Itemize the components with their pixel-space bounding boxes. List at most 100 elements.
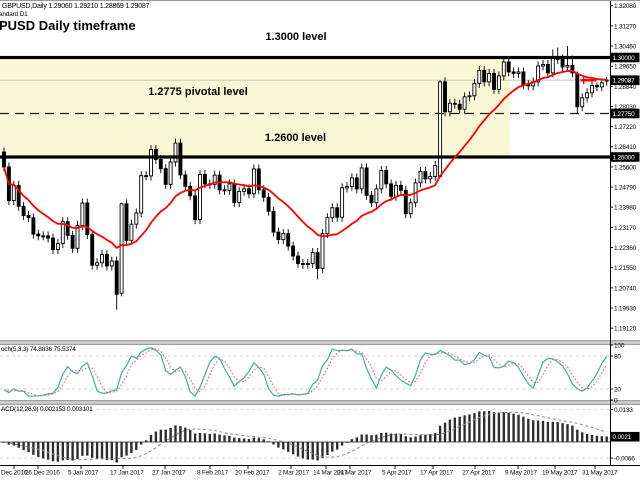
candle-body [129, 223, 134, 241]
macd-bar [71, 442, 74, 461]
candle-body [188, 185, 193, 197]
svg-text:1.27750: 1.27750 [613, 111, 636, 118]
candle-body [570, 65, 575, 74]
axis-tick-label: 1.25600 [614, 164, 637, 171]
candle-body [109, 260, 114, 267]
candle-body [178, 142, 183, 176]
date-tick-label: Dec 2016 [1, 470, 28, 477]
level-line-1-2600[interactable] [0, 155, 610, 159]
macd-bar [296, 442, 300, 457]
date-tick-label: 20 Feb 2017 [235, 470, 270, 477]
candle-body [472, 82, 477, 97]
macd-bar [404, 436, 407, 442]
macd-bar [536, 420, 540, 442]
candle-body [330, 207, 335, 219]
candle-body [462, 96, 467, 110]
macd-bar [556, 422, 559, 442]
macd-bar [355, 437, 358, 442]
candle-body [340, 187, 345, 218]
candle-body [565, 65, 570, 68]
macd-bar [414, 436, 417, 442]
date-tick-label: 27 Apr 2017 [462, 470, 495, 477]
macd-bar [595, 435, 599, 442]
macd-bar [154, 431, 158, 442]
axis-tick-label: 1.29650 [614, 64, 637, 71]
candle-body [119, 203, 124, 294]
stoch-d-signal-line [3, 348, 608, 397]
candle-body [550, 56, 555, 74]
candle-body [541, 64, 545, 67]
candle-body [604, 79, 609, 82]
panel-separator[interactable] [0, 340, 640, 345]
candle-body [55, 243, 60, 250]
macd-bar [316, 442, 319, 461]
axis-tick-label: 0 [614, 397, 618, 404]
macd-bar [561, 423, 564, 442]
macd-bar [502, 411, 505, 442]
macd-bar [380, 432, 383, 442]
macd-bar [272, 442, 275, 445]
candle-body [345, 185, 349, 189]
current-price-marker[interactable] [580, 78, 597, 82]
candle-body [506, 61, 511, 73]
macd-bar [497, 412, 501, 442]
macd-bar [375, 434, 378, 442]
macd-bar [311, 442, 314, 460]
candle-body [198, 173, 202, 221]
macd-bar [105, 442, 109, 461]
macd-bar [110, 442, 113, 461]
candles-layer[interactable] [2, 46, 609, 310]
candle-body [296, 255, 300, 264]
panel-separator[interactable] [0, 400, 640, 405]
macd-bar [291, 442, 295, 455]
candle-body [580, 97, 585, 108]
macd-bar [443, 422, 447, 442]
macd-bar [453, 417, 456, 442]
macd-bar [585, 434, 589, 442]
macd-bar [135, 442, 138, 450]
candle-body [315, 252, 320, 269]
candle-body [51, 237, 55, 250]
moving-average-line[interactable] [3, 69, 607, 249]
macd-bar [267, 441, 270, 443]
axis-tick-label: 1.31270 [614, 23, 637, 30]
macd-bar [409, 437, 412, 442]
macd-bar [233, 437, 236, 442]
candle-body [418, 170, 423, 184]
candle-body [300, 263, 305, 265]
axis-tick-label: 1.23980 [614, 205, 637, 212]
macd-bar [125, 442, 128, 456]
candle-body [433, 165, 438, 177]
macd-bar [252, 437, 256, 442]
level-line-1-3000[interactable] [0, 55, 610, 60]
candle-body [585, 92, 590, 99]
candle-body [193, 195, 198, 221]
axis-tick-label: 20 [614, 386, 621, 393]
macd-bar [522, 416, 525, 442]
candle-body [104, 254, 109, 267]
axis-tick-label: 1.22360 [614, 245, 637, 252]
macd-bar [306, 442, 309, 460]
candle-body [305, 263, 310, 265]
macd-bar [213, 433, 216, 442]
axis-tick-label: 1.24790 [614, 185, 637, 192]
macd-value-badge [610, 431, 640, 442]
macd-bar [365, 434, 368, 442]
candle-body [467, 95, 472, 98]
macd-bar [262, 439, 265, 442]
price-axis[interactable]: 1.32080 1.31270 1.30460 1.29650 1.28840 1.280… [0, 1, 640, 466]
candle-body [242, 188, 247, 192]
candle-body [364, 167, 369, 196]
price-level-badge [610, 152, 640, 162]
macd-bar [218, 434, 221, 442]
candle-body [379, 169, 384, 190]
macd-bar [159, 429, 162, 442]
macd-bar [242, 438, 246, 442]
macd-bar [424, 434, 427, 442]
date-tick-label: 5 Apr 2017 [382, 470, 412, 477]
macd-bar [590, 434, 594, 442]
date-tick-label: 14 Mar 2017 [313, 470, 348, 477]
candle-body [90, 234, 95, 266]
